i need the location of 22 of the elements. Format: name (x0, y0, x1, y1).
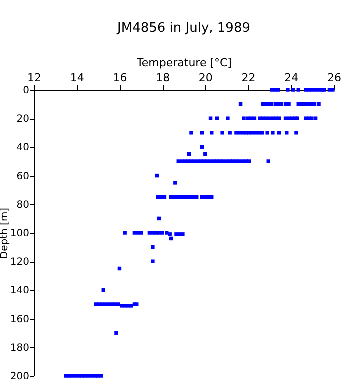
y-tick-label: 120 (10, 257, 30, 268)
x-tick-label: 16 (113, 72, 128, 84)
y-tick-label: 180 (10, 342, 30, 354)
x-tick-label: 12 (28, 72, 42, 84)
y-tick-label: 80 (16, 200, 30, 211)
y-tick-label: 40 (16, 142, 30, 154)
x-tick-label: 20 (198, 72, 213, 84)
x-tick-label: 18 (156, 72, 170, 84)
y-axis-title: Depth [m] (0, 208, 10, 260)
y-tick-label: 100 (10, 228, 30, 240)
x-tick-label: 14 (70, 72, 84, 84)
x-tick-label: 26 (328, 72, 341, 84)
x-tick-label: 24 (284, 72, 299, 84)
y-tick-label: 140 (10, 286, 30, 297)
y-tick-label: 200 (10, 372, 30, 382)
y-tick-label: 20 (16, 114, 30, 126)
x-tick-label: 22 (242, 72, 256, 84)
y-tick-label: 60 (16, 171, 30, 182)
chart-title: JM4856 in July, 1989 (116, 21, 250, 36)
y-tick-label: 0 (23, 86, 30, 96)
y-tick-label: 160 (10, 314, 30, 326)
x-axis-title: Temperature [°C] (136, 56, 232, 70)
